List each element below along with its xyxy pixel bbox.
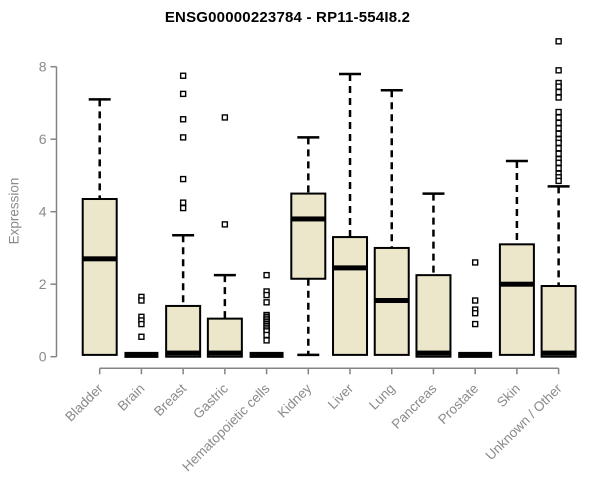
boxplot-flatbar-prostate	[458, 351, 493, 358]
median-line-unknown-other	[541, 350, 576, 356]
outlier-point-unknown-other	[555, 125, 562, 132]
x-tick-label-breast: Breast	[151, 381, 189, 419]
median-line-bladder	[82, 256, 117, 262]
outlier-point-unknown-other	[555, 114, 562, 121]
boxplot-flatbar-hematopoietic-cells	[249, 351, 284, 358]
outlier-point-unknown-other	[555, 159, 562, 166]
outlier-point-unknown-other	[555, 88, 562, 96]
outlier-point-unknown-other	[555, 130, 562, 137]
outlier-point-unknown-other	[555, 145, 562, 152]
outlier-point-unknown-other	[555, 94, 562, 101]
boxplot-box-pancreas	[415, 274, 452, 358]
outlier-point-prostate	[471, 320, 479, 328]
median-line-kidney	[291, 216, 326, 222]
x-tick-label-bladder: Bladder	[62, 380, 106, 424]
outlier-point-prostate	[471, 297, 479, 304]
outlier-point-brain	[138, 297, 145, 304]
x-tick-label-gastric: Gastric	[190, 381, 231, 422]
x-tick-label-prostate: Prostate	[435, 381, 481, 427]
x-tick-label-lung: Lung	[366, 381, 398, 413]
outlier-point-unknown-other	[555, 67, 562, 74]
outlier-point-unknown-other	[555, 83, 562, 90]
outlier-point-gastric	[221, 221, 229, 228]
boxplot-box-unknown-other	[540, 285, 577, 358]
outlier-point-hematopoietic-cells	[263, 299, 270, 306]
outlier-point-prostate	[471, 259, 479, 266]
outlier-point-brain	[138, 320, 145, 328]
boxplot-flatbar-brain	[124, 351, 159, 358]
outlier-point-unknown-other	[555, 164, 562, 172]
outlier-point-unknown-other	[555, 108, 562, 116]
boxplot-box-gastric	[206, 317, 243, 358]
x-tick-label-brain: Brain	[115, 381, 148, 414]
chart-title: ENSG00000223784 - RP11-554I8.2	[164, 9, 411, 26]
boxplot-box-skin	[498, 243, 535, 356]
median-line-lung	[374, 298, 409, 304]
median-line-liver	[333, 265, 368, 271]
x-tick-label-liver: Liver	[325, 380, 357, 412]
outlier-point-prostate	[471, 310, 479, 317]
outlier-point-hematopoietic-cells	[263, 271, 270, 279]
outlier-point-breast	[179, 134, 187, 141]
outlier-point-gastric	[221, 114, 229, 121]
y-tick-label: 2	[39, 276, 47, 292]
outlier-point-hematopoietic-cells	[263, 331, 270, 339]
outlier-point-breast	[179, 204, 187, 212]
outlier-point-hematopoietic-cells	[263, 291, 270, 299]
y-tick-label: 6	[39, 131, 47, 147]
median-line-skin	[499, 281, 534, 287]
y-tick-label: 8	[39, 59, 47, 75]
boxplot-box-bladder	[81, 198, 118, 356]
x-tick-label-skin: Skin	[494, 381, 523, 410]
outlier-point-unknown-other	[555, 38, 562, 45]
y-tick-label: 0	[39, 349, 47, 365]
outlier-point-brain	[138, 333, 145, 340]
outlier-point-unknown-other	[555, 119, 562, 127]
x-tick-label-unknown-other: Unknown / Other	[483, 380, 566, 463]
median-line-breast	[166, 350, 201, 356]
outlier-point-breast	[179, 199, 187, 206]
outlier-point-unknown-other	[555, 139, 562, 147]
outlier-point-breast	[179, 72, 187, 79]
x-tick-label-kidney: Kidney	[275, 381, 315, 421]
x-tick-label-pancreas: Pancreas	[389, 381, 440, 432]
outlier-point-unknown-other	[555, 177, 562, 185]
boxplot-box-kidney	[290, 192, 327, 280]
outlier-point-breast	[179, 90, 187, 98]
median-line-gastric	[207, 350, 242, 356]
outlier-point-breast	[179, 175, 187, 183]
outlier-point-unknown-other	[555, 150, 562, 157]
outlier-point-hematopoietic-cells	[263, 337, 270, 344]
y-tick-label: 4	[39, 204, 47, 220]
boxplot-box-liver	[332, 236, 369, 356]
median-line-pancreas	[416, 350, 451, 356]
outlier-point-breast	[179, 116, 187, 123]
boxplot-box-breast	[165, 304, 202, 358]
